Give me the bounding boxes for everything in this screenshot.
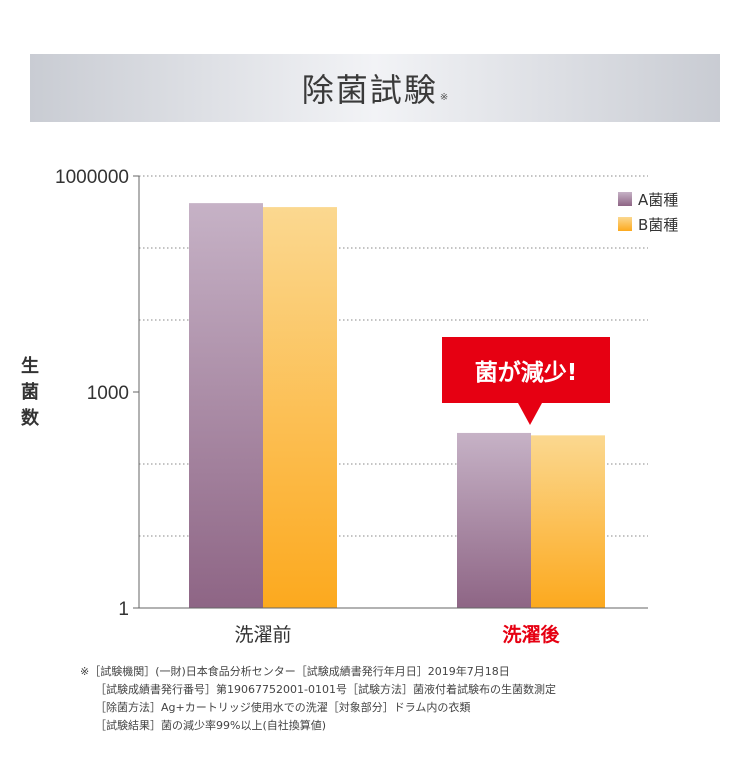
x-category-label: 洗濯前 xyxy=(234,624,291,646)
y-axis-label-char: 数 xyxy=(21,407,40,429)
page-title: 除菌試験 xyxy=(301,71,438,109)
footnote-line: ［試験成績書発行番号］第19067752001-0101号［試験方法］菌液付着試… xyxy=(95,683,556,696)
legend-label: A菌種 xyxy=(638,191,678,209)
bar xyxy=(263,207,337,608)
footnote-line: ※［試験機関］(一財)日本食品分析センター［試験成績書発行年月日］2019年7月… xyxy=(80,665,510,678)
footnote-line: ［除菌方法］Ag+カートリッジ使用水での洗濯［対象部分］ドラム内の衣類 xyxy=(95,701,471,714)
x-category-label: 洗濯後 xyxy=(502,623,560,646)
bar xyxy=(531,435,605,608)
y-axis-label-char: 菌 xyxy=(21,382,39,403)
x-category-labels: 洗濯前 洗濯後 xyxy=(234,623,560,646)
title-note-mark: ※ xyxy=(439,91,449,103)
legend-swatch xyxy=(618,192,632,206)
y-tick-label: 1 xyxy=(118,599,129,620)
bar xyxy=(189,203,263,609)
bars xyxy=(189,203,605,609)
footnote-line: ［試験結果］菌の減少率99%以上(自社換算値) xyxy=(95,719,327,732)
axes xyxy=(133,175,648,609)
callout-text: 菌が減少! xyxy=(474,360,578,386)
y-tick-label: 1000 xyxy=(87,383,129,404)
bar-chart: 1 1000 1000000 洗濯前 洗濯後 生菌数 A菌種 B菌種 xyxy=(21,167,678,646)
y-axis-label: 生菌数 xyxy=(21,355,40,429)
y-axis-label-char: 生 xyxy=(21,355,39,377)
legend-label: B菌種 xyxy=(638,216,678,234)
legend-swatch xyxy=(618,217,632,231)
reduction-callout: 菌が減少! xyxy=(442,337,610,403)
callout-pointer xyxy=(518,403,542,425)
title-banner: 除菌試験 ※ xyxy=(30,54,720,122)
footnote: ※［試験機関］(一財)日本食品分析センター［試験成績書発行年月日］2019年7月… xyxy=(80,663,700,735)
y-tick-labels: 1 1000 1000000 xyxy=(55,167,129,620)
legend: A菌種 B菌種 xyxy=(618,191,678,234)
bar xyxy=(457,432,531,608)
y-tick-label: 1000000 xyxy=(55,167,129,188)
